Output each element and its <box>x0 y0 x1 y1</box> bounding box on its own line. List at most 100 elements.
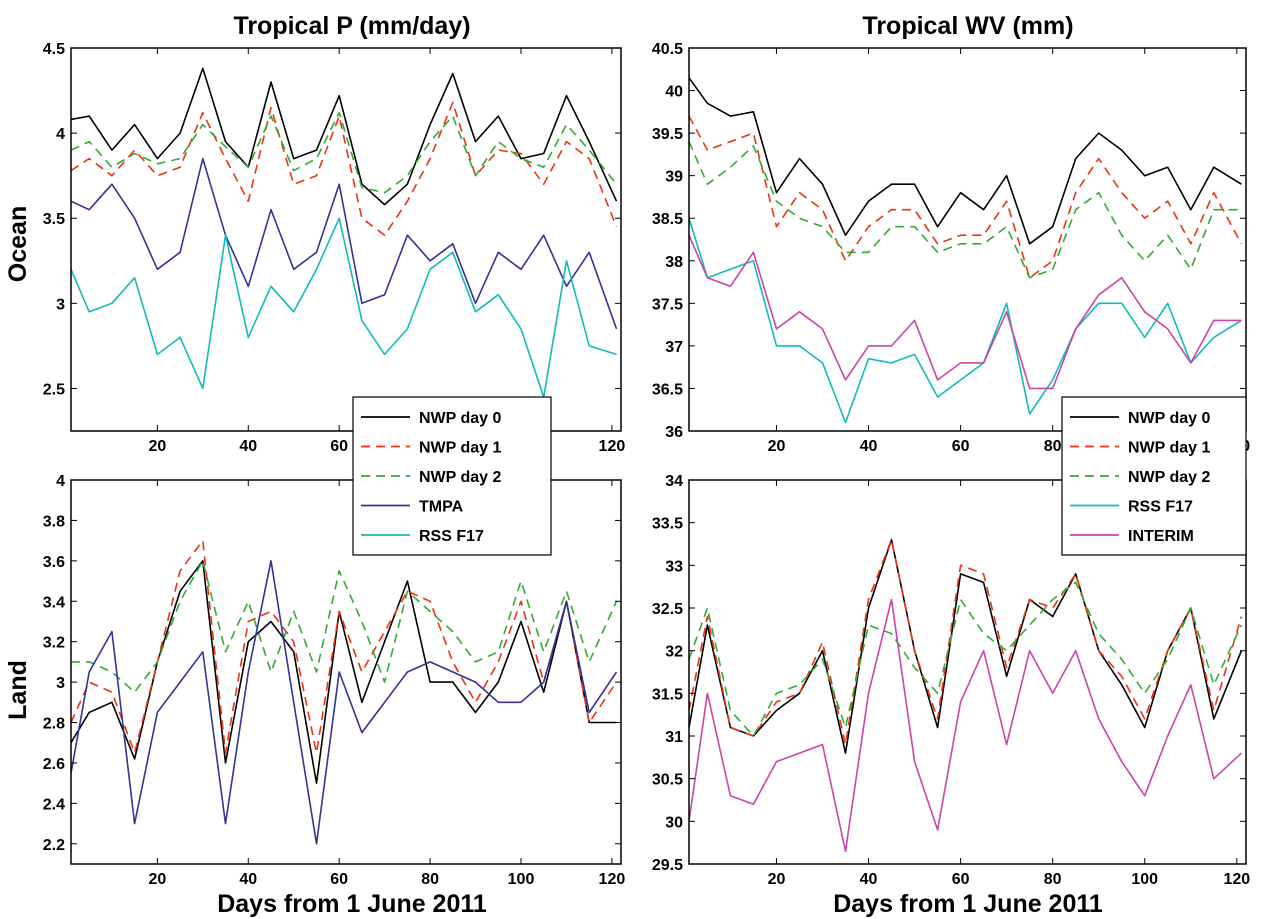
legend-label-right-rss-f17: RSS F17 <box>1128 499 1193 516</box>
legend-label-left-nwp-day-2: NWP day 2 <box>419 469 502 486</box>
legend-label-right-nwp-day-1: NWP day 1 <box>1128 440 1211 457</box>
y-tick-label-b: 2.6 <box>43 756 65 773</box>
series-line-c-nwp-day-2 <box>689 141 1242 279</box>
x-tick-label-b: 60 <box>330 871 348 888</box>
x-tick-label-a: 20 <box>148 438 166 455</box>
plot-area-a <box>71 48 621 431</box>
plot-frame-d <box>688 479 1247 865</box>
x-tick-label-a: 40 <box>239 438 257 455</box>
x-tick-label-b: 20 <box>148 871 166 888</box>
series-line-d-nwp-day-1 <box>689 538 1243 746</box>
legend-label-left-nwp-day-1: NWP day 1 <box>419 440 502 457</box>
row-label-ocean: Ocean <box>4 206 32 282</box>
series-line-c-nwp-day-0 <box>689 77 1242 245</box>
plot-frame-c <box>688 47 1247 432</box>
y-tick-label-c: 39 <box>665 169 683 186</box>
series-line-d-interim <box>689 598 1242 853</box>
y-tick-label-a: 4 <box>56 126 65 143</box>
x-tick-label-d: 120 <box>1223 871 1250 888</box>
y-tick-label-b: 3 <box>56 675 65 692</box>
y-tick-label-d: 34 <box>665 473 683 490</box>
col-title-precip: Tropical P (mm/day) <box>233 12 470 40</box>
panels: 204060801001202.533.544.5204060801001202… <box>43 41 1250 888</box>
legend-right: NWP day 0 NWP day 1 NWP day 2 RSS F17 INTERI… <box>1061 396 1247 556</box>
y-tick-label-c: 39.5 <box>652 126 683 143</box>
series-group-b <box>71 539 618 845</box>
y-tick-label-a: 3 <box>56 296 65 313</box>
y-tick-label-b: 3.2 <box>43 635 65 652</box>
series-line-a-tmpa <box>71 157 618 330</box>
y-tick-label-d: 33.5 <box>652 516 683 533</box>
series-line-c-interim <box>689 234 1242 390</box>
y-tick-label-d: 30 <box>665 814 683 831</box>
row-label-land: Land <box>4 660 32 720</box>
series-line-a-nwp-day-0 <box>71 67 618 206</box>
series-group-d <box>689 538 1243 853</box>
x-tick-label-d: 80 <box>1044 871 1062 888</box>
series-line-c-nwp-day-1 <box>689 115 1243 279</box>
x-tick-label-d: 100 <box>1131 871 1158 888</box>
y-tick-label-d: 31.5 <box>652 686 683 703</box>
x-tick-label-d: 60 <box>952 871 970 888</box>
x-tick-label-a: 60 <box>330 438 348 455</box>
y-tick-label-b: 3.4 <box>43 594 65 611</box>
series-line-b-tmpa <box>71 559 618 845</box>
y-tick-label-d: 32.5 <box>652 601 683 618</box>
x-tick-label-c: 80 <box>1044 438 1062 455</box>
legend-label-left-nwp-day-0: NWP day 0 <box>419 410 502 427</box>
series-line-a-nwp-day-1 <box>71 101 618 236</box>
y-tick-label-c: 40 <box>665 84 683 101</box>
series-line-d-nwp-day-0 <box>689 538 1243 754</box>
plot-frame-b <box>70 479 622 865</box>
x-tick-label-c: 40 <box>860 438 878 455</box>
series-line-b-nwp-day-2 <box>71 559 618 694</box>
y-tick-label-c: 36 <box>665 424 683 441</box>
series-line-d-nwp-day-2 <box>689 581 1243 737</box>
x-tick-label-d: 20 <box>768 871 786 888</box>
y-tick-label-b: 2.4 <box>43 796 65 813</box>
legend-label-right-interim: INTERIM <box>1128 528 1194 545</box>
y-tick-label-b: 4 <box>56 473 65 490</box>
y-tick-label-b: 2.8 <box>43 716 65 733</box>
y-tick-label-a: 3.5 <box>43 211 65 228</box>
y-tick-label-b: 3.6 <box>43 554 65 571</box>
y-tick-label-d: 32 <box>665 644 683 661</box>
y-tick-label-a: 2.5 <box>43 381 65 398</box>
series-group-c <box>689 77 1243 424</box>
series-line-a-nwp-day-2 <box>71 111 618 194</box>
x-tick-label-c: 20 <box>768 438 786 455</box>
y-tick-label-d: 29.5 <box>652 857 683 874</box>
series-line-c-rss-f17 <box>689 217 1242 424</box>
y-tick-label-c: 37 <box>665 339 683 356</box>
series-group-a <box>71 67 618 398</box>
y-tick-label-c: 38 <box>665 254 683 271</box>
legend-label-left-rss-f17: RSS F17 <box>419 528 484 545</box>
y-tick-label-c: 36.5 <box>652 381 683 398</box>
y-tick-label-c: 38.5 <box>652 211 683 228</box>
y-tick-label-b: 2.2 <box>43 837 65 854</box>
col-title-water-vapor: Tropical WV (mm) <box>862 12 1073 40</box>
y-tick-label-c: 37.5 <box>652 296 683 313</box>
x-axis-label-right: Days from 1 June 2011 <box>833 890 1103 918</box>
y-tick-label-d: 30.5 <box>652 772 683 789</box>
y-tick-label-c: 40.5 <box>652 41 683 58</box>
y-tick-label-a: 4.5 <box>43 41 65 58</box>
legend-label-right-nwp-day-0: NWP day 0 <box>1128 410 1211 427</box>
legend-box-left <box>352 396 552 556</box>
y-tick-label-d: 31 <box>665 729 683 746</box>
series-line-a-rss-f17 <box>71 217 617 398</box>
x-tick-label-c: 60 <box>952 438 970 455</box>
legend-label-left-tmpa: TMPA <box>419 499 464 516</box>
panel-c: 204060801001203636.53737.53838.53939.540… <box>652 41 1250 455</box>
legend-label-right-nwp-day-2: NWP day 2 <box>1128 469 1211 486</box>
x-tick-label-b: 80 <box>421 871 439 888</box>
x-tick-label-a: 120 <box>599 438 626 455</box>
y-tick-label-b: 3.8 <box>43 513 65 530</box>
y-tick-label-d: 33 <box>665 558 683 575</box>
x-tick-label-b: 40 <box>239 871 257 888</box>
legend-left: NWP day 0 NWP day 1 NWP day 2 TMPA RSS F17 <box>352 396 552 556</box>
plot-frame-a <box>70 47 622 432</box>
